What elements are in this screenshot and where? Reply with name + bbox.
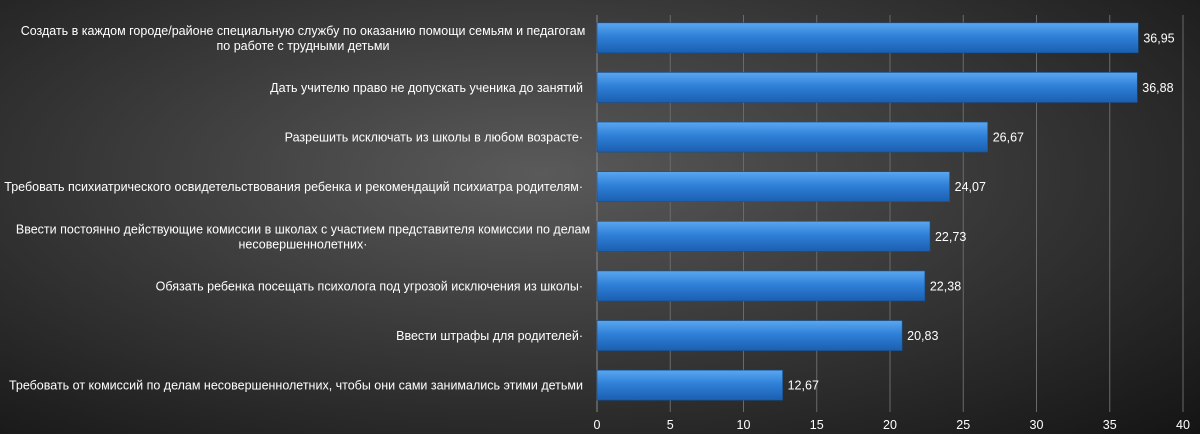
bar bbox=[596, 369, 783, 401]
x-tick-label: 35 bbox=[1103, 418, 1117, 432]
bar-value-label: 12,67 bbox=[788, 379, 819, 393]
x-tick-label: 10 bbox=[737, 418, 751, 432]
bars bbox=[596, 22, 1139, 401]
bar bbox=[596, 270, 926, 302]
bar bbox=[596, 320, 903, 351]
category-label: Создать в каждом городе/районе специальн… bbox=[21, 24, 586, 38]
category-label: Обязать ребенка посещать психолога под у… bbox=[156, 279, 583, 293]
x-tick-label: 0 bbox=[594, 418, 601, 432]
x-tick-label: 15 bbox=[810, 418, 824, 432]
bar bbox=[596, 221, 931, 252]
value-labels: 36,95 36,88 26,67 24,07 22,73 22,38 20,83 12,67 bbox=[788, 31, 1175, 392]
bar bbox=[596, 121, 989, 153]
category-labels: Создать в каждом городе/районе специальн… bbox=[4, 24, 590, 393]
x-tick-label: 5 bbox=[667, 418, 674, 432]
category-label: Ввести постоянно действующие комиссии в … bbox=[16, 222, 590, 236]
bar bbox=[596, 22, 1139, 54]
x-axis-ticks: 0 5 10 15 20 25 30 35 40 bbox=[594, 418, 1190, 432]
bar-value-label: 36,95 bbox=[1143, 31, 1174, 45]
category-label: Разрешить исключать из школы в любом воз… bbox=[285, 131, 583, 145]
bar-value-label: 36,88 bbox=[1142, 81, 1173, 95]
x-tick-label: 20 bbox=[883, 418, 897, 432]
bar-value-label: 24,07 bbox=[955, 180, 986, 194]
x-tick-label: 25 bbox=[956, 418, 970, 432]
category-label: по работе с трудными детьми bbox=[217, 39, 390, 53]
bar bbox=[596, 171, 950, 202]
bar-value-label: 22,38 bbox=[930, 279, 961, 293]
category-label: Ввести штрафы для родителей· bbox=[396, 329, 583, 343]
bar-value-label: 20,83 bbox=[907, 329, 938, 343]
category-label: несовершеннолетних· bbox=[239, 237, 368, 251]
x-tick-label: 40 bbox=[1176, 418, 1190, 432]
category-label: Дать учителю право не допускать ученика … bbox=[270, 81, 583, 95]
bar-value-label: 22,73 bbox=[935, 230, 966, 244]
bar bbox=[596, 72, 1138, 103]
category-label: Требовать психиатрического освидетельств… bbox=[4, 180, 583, 194]
category-label: Требовать от комиссий по делам несоверше… bbox=[9, 379, 583, 393]
x-tick-label: 30 bbox=[1030, 418, 1044, 432]
bar-value-label: 26,67 bbox=[993, 131, 1024, 145]
